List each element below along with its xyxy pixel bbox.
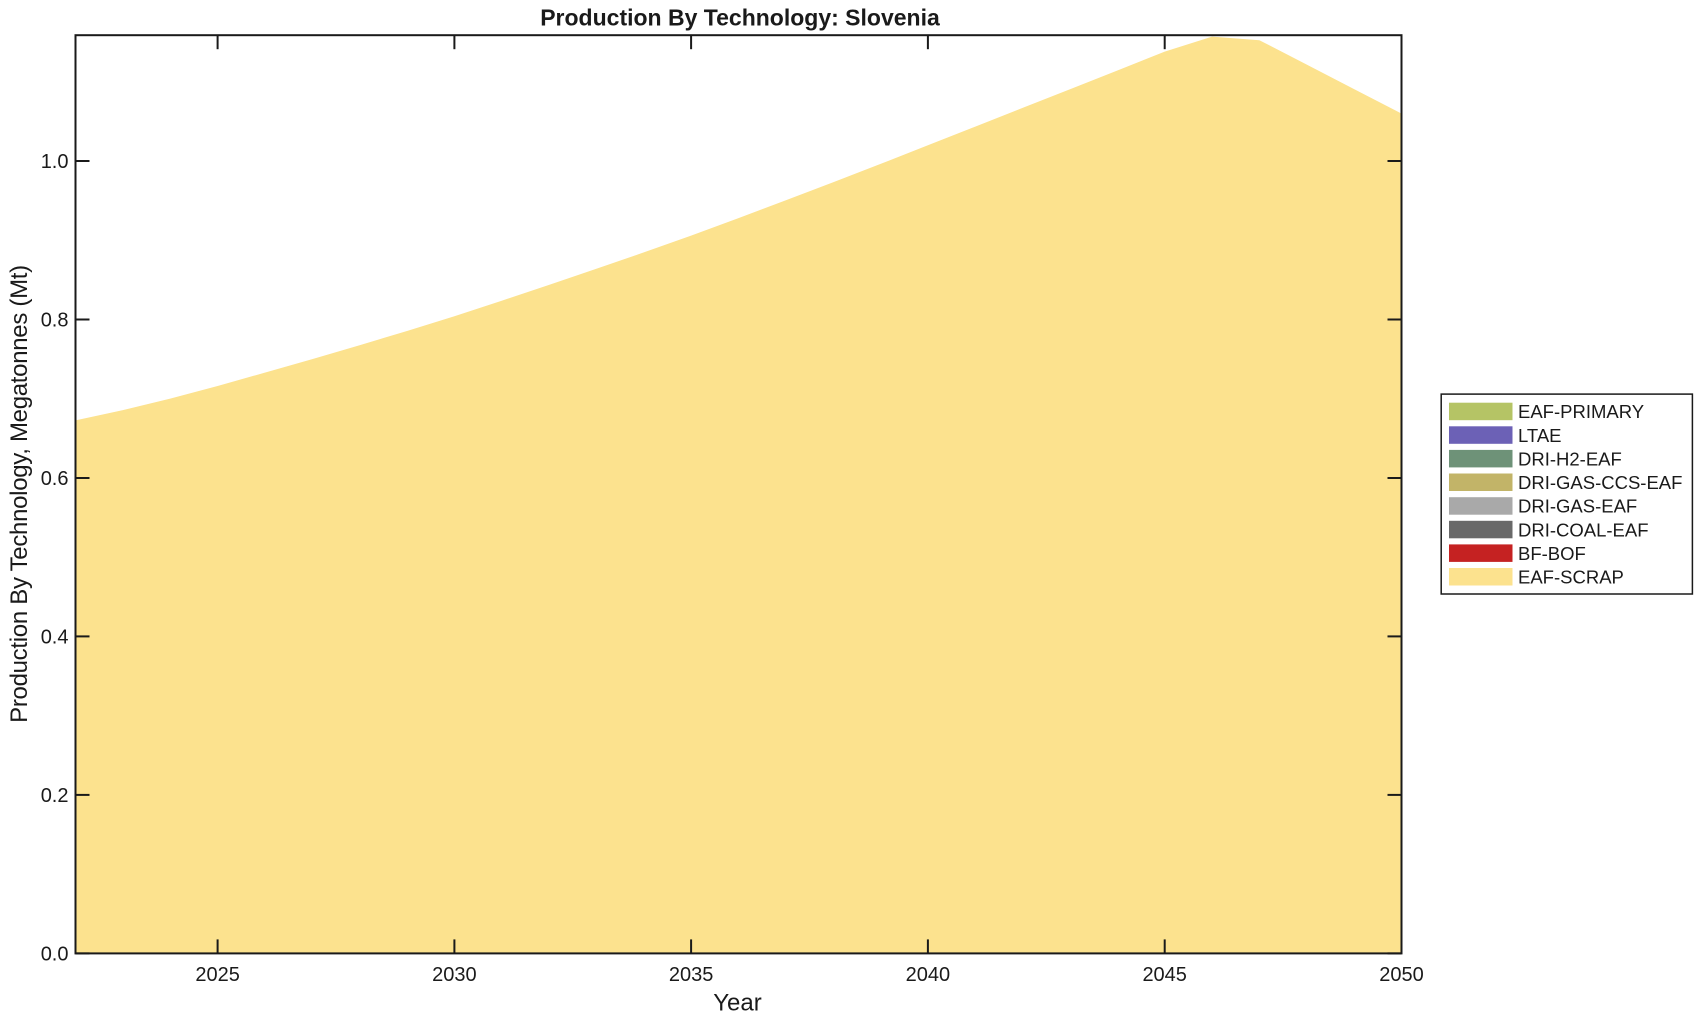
svg-text:2045: 2045 [1142, 964, 1187, 986]
svg-text:DRI-COAL-EAF: DRI-COAL-EAF [1518, 519, 1649, 540]
svg-text:DRI-GAS-EAF: DRI-GAS-EAF [1518, 496, 1637, 517]
svg-text:2035: 2035 [669, 964, 714, 986]
svg-text:EAF-PRIMARY: EAF-PRIMARY [1518, 401, 1644, 422]
svg-text:Year: Year [713, 990, 762, 1017]
svg-text:0.8: 0.8 [41, 310, 69, 332]
svg-text:LTAE: LTAE [1518, 425, 1562, 446]
svg-text:Production By Technology: Slov: Production By Technology: Slovenia [540, 4, 940, 30]
svg-text:0.2: 0.2 [41, 785, 69, 807]
svg-text:2025: 2025 [195, 964, 240, 986]
svg-text:0.6: 0.6 [41, 468, 69, 490]
svg-text:Production By Technology, Mega: Production By Technology, Megatonnes (Mt… [6, 265, 33, 723]
svg-text:BF-BOF: BF-BOF [1518, 543, 1586, 564]
svg-text:2050: 2050 [1379, 964, 1424, 986]
svg-text:EAF-SCRAP: EAF-SCRAP [1518, 567, 1624, 588]
svg-text:DRI-GAS-CCS-EAF: DRI-GAS-CCS-EAF [1518, 472, 1682, 493]
svg-text:DRI-H2-EAF: DRI-H2-EAF [1518, 448, 1622, 469]
svg-text:1.0: 1.0 [41, 151, 69, 173]
svg-text:2040: 2040 [906, 964, 951, 986]
svg-text:0.4: 0.4 [41, 626, 69, 648]
svg-text:0.0: 0.0 [41, 943, 69, 965]
svg-text:2030: 2030 [432, 964, 477, 986]
